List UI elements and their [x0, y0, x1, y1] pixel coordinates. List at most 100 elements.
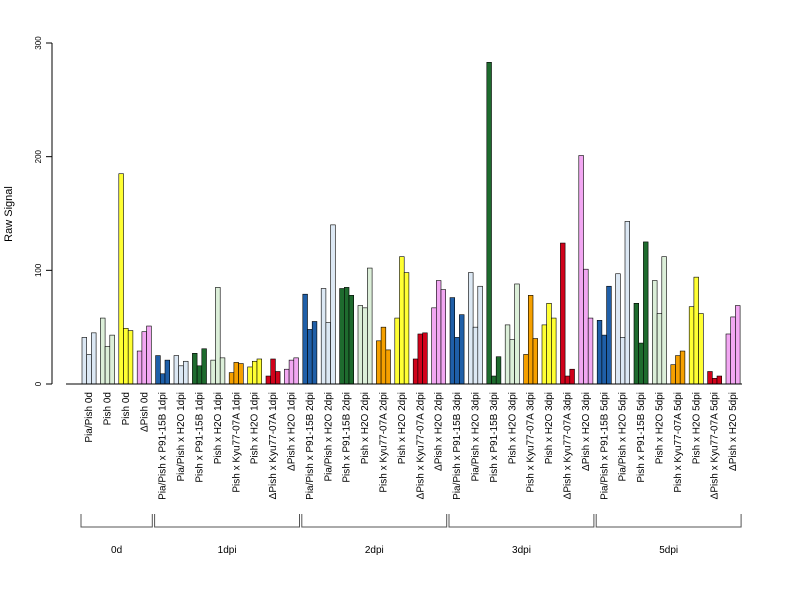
x-tick-label: Pia/Pish x P91-15B 3dpi [452, 392, 463, 500]
bar [440, 289, 446, 385]
group-label: 0d [111, 545, 122, 556]
x-tick-label: Pish x H2O 2dpi [397, 392, 408, 464]
bar [633, 302, 639, 385]
bar [509, 339, 515, 385]
x-tick-label: Pish x P91-15B 3dpi [489, 392, 500, 483]
group-bracket [301, 514, 448, 528]
bar [123, 327, 129, 385]
bar [86, 354, 92, 385]
bar [403, 272, 410, 385]
bar [100, 317, 106, 385]
bar [670, 364, 676, 385]
bar [270, 358, 276, 385]
x-tick-label: Pia/Pish x H2O 5dpi [618, 392, 629, 482]
bar [146, 325, 152, 385]
bar [495, 356, 502, 385]
group-brackets: 0d 1dpi 2dpi 3dpi 5dpi [80, 514, 742, 556]
bar [256, 358, 262, 385]
bar [183, 360, 189, 385]
bar [435, 280, 442, 385]
bar [339, 288, 345, 385]
x-tick-label: Pish x Kyu77-07A 3dpi [526, 392, 537, 493]
x-tick-label: Pish x H2O 1dpi [213, 392, 224, 464]
x-tick-label: Pia/Pish x P91-15B 1dpi [158, 392, 169, 500]
bar [141, 331, 147, 385]
bar [127, 330, 134, 385]
bar [201, 348, 207, 385]
group-bracket [595, 514, 742, 528]
bar [348, 295, 354, 385]
group-label: 5dpi [659, 545, 678, 556]
x-tick-label: Pish x P91-15B 2dpi [342, 392, 353, 483]
y-axis-label: Raw Signal [3, 186, 15, 242]
bar [693, 276, 699, 385]
group-label: 3dpi [512, 545, 531, 556]
bar [532, 338, 538, 385]
x-tick-label: Pia/Pish x P91-15B 5dpi [599, 392, 610, 500]
bar [454, 337, 460, 385]
bar [716, 375, 722, 385]
bar [656, 313, 663, 385]
bar [615, 273, 621, 385]
bar [541, 324, 547, 385]
bar [362, 307, 368, 385]
bar [486, 62, 492, 385]
bar [399, 256, 405, 385]
bar [196, 365, 203, 385]
group-bracket [154, 514, 300, 528]
bar [725, 333, 731, 385]
x-tick-labels: Pia/Pish 0d Pish 0d Pish 0d ΔPish 0d Pia/Pis… [84, 392, 739, 500]
bar [192, 353, 198, 385]
x-tick-label: ΔPish x H2O 2dpi [434, 392, 445, 471]
y-axis: 0 100 200 300 [34, 36, 53, 386]
x-tick-label: Pia/Pish x H2O 2dpi [323, 392, 334, 482]
bar [468, 272, 474, 385]
bar [238, 363, 244, 385]
x-tick-label: ΔPish x Kyu77-07A 2dpi [415, 392, 426, 499]
x-tick-label: ΔPish 0d [139, 392, 150, 432]
bar [136, 350, 143, 385]
x-tick-label: ΔPish x H2O 1dpi [286, 392, 297, 471]
bar [252, 360, 258, 385]
bar [619, 337, 626, 385]
bar [560, 242, 566, 385]
bar [330, 224, 336, 385]
bar [527, 295, 534, 385]
bar [284, 368, 290, 385]
bar [431, 307, 437, 385]
bar [564, 375, 571, 385]
bar [343, 287, 350, 385]
bar [711, 378, 718, 385]
x-tick-label: Pish x Kyu77-07A 5dpi [673, 392, 684, 493]
x-tick-label: ΔPish x Kyu77-07A 3dpi [562, 392, 573, 499]
y-tick-label: 200 [34, 149, 43, 163]
x-tick-label: Pia/Pish 0d [84, 392, 95, 443]
y-tick-label: 100 [34, 263, 43, 277]
bar [491, 375, 497, 385]
bar [380, 326, 387, 385]
group-label: 2dpi [365, 545, 384, 556]
bar [104, 346, 111, 385]
y-tick-label: 300 [34, 36, 43, 50]
bar [477, 285, 483, 385]
bar [173, 355, 179, 385]
bar [601, 334, 607, 385]
bar [118, 173, 124, 385]
x-tick-label: Pish x H2O 3dpi [507, 392, 518, 464]
bar [367, 267, 373, 385]
bar [514, 283, 520, 385]
bar [523, 354, 529, 385]
x-tick-label: Pia/Pish x P91-15B 2dpi [305, 392, 316, 500]
bar [376, 340, 382, 385]
bars [81, 62, 741, 385]
bar [247, 366, 253, 385]
bar [155, 355, 161, 385]
bar [412, 358, 419, 385]
bar [422, 332, 428, 385]
bar [233, 362, 239, 385]
bar [638, 342, 644, 385]
bar [275, 371, 281, 385]
x-tick-label: Pish x P91-15B 1dpi [194, 392, 205, 483]
